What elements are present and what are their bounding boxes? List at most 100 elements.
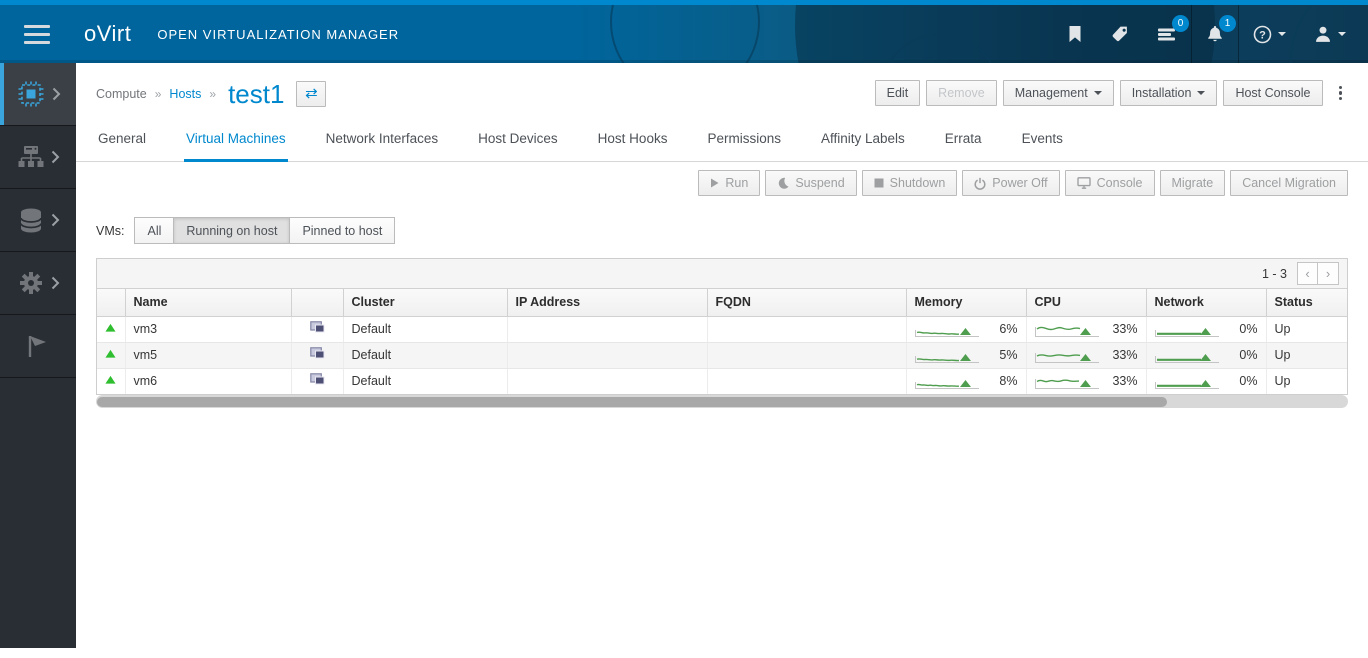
help-menu-button[interactable]: ? [1239, 5, 1300, 63]
menu-toggle-button[interactable] [12, 14, 62, 54]
pagination-next-button[interactable]: › [1318, 262, 1339, 285]
col-memory[interactable]: Memory [906, 289, 1027, 317]
swap-arrows-icon: ⇄ [305, 85, 318, 102]
table-row-vm3[interactable]: vm3 Default [97, 316, 1347, 343]
kebab-menu-button[interactable] [1333, 82, 1349, 105]
filter-pinned-to-host-button[interactable]: Pinned to host [290, 217, 396, 244]
tab-virtual-machines[interactable]: Virtual Machines [184, 131, 288, 162]
vms-grid-panel: 1 - 3 ‹ › Name Cluster IP Address FQDN [96, 258, 1348, 395]
suspend-button[interactable]: Suspend [765, 170, 857, 196]
vm-status: Up [1266, 316, 1347, 343]
vm-up-arrow-icon [105, 376, 116, 384]
chevron-down-icon [1338, 32, 1346, 36]
bookmarks-button[interactable] [1053, 5, 1097, 63]
vm-console-icon[interactable] [309, 347, 325, 360]
col-fqdn[interactable]: FQDN [707, 289, 907, 317]
gear-icon [19, 272, 42, 294]
vm-status: Up [1266, 342, 1347, 369]
vms-filter-group: All Running on host Pinned to host [134, 217, 396, 244]
vm-name[interactable]: vm5 [125, 342, 292, 369]
switch-entity-button[interactable]: ⇄ [296, 81, 327, 107]
power-icon [974, 177, 986, 190]
console-button[interactable]: Console [1064, 170, 1155, 196]
storage-database-icon [19, 208, 42, 232]
col-status-icon [97, 289, 126, 317]
chevron-right-icon [52, 87, 61, 101]
installation-dropdown-button[interactable]: Installation [1119, 80, 1218, 106]
sidebar-item-events[interactable] [0, 315, 76, 378]
scrollbar-thumb[interactable] [97, 396, 1168, 407]
page-header: Compute » Hosts » test1 ⇄ Edit Remove Ma… [76, 63, 1368, 120]
col-network[interactable]: Network [1146, 289, 1267, 317]
breadcrumb-separator: » [209, 87, 217, 101]
management-dropdown-button[interactable]: Management [1002, 80, 1114, 106]
notifications-button[interactable]: 1 [1192, 5, 1238, 63]
vm-name[interactable]: vm3 [125, 316, 292, 343]
pagination-prev-button[interactable]: ‹ [1297, 262, 1318, 285]
filter-all-button[interactable]: All [134, 217, 175, 244]
col-cluster[interactable]: Cluster [343, 289, 508, 317]
tab-host-devices[interactable]: Host Devices [478, 131, 558, 146]
tab-events[interactable]: Events [1021, 131, 1063, 146]
masthead-divider [1191, 5, 1192, 63]
user-menu-button[interactable] [1300, 5, 1368, 63]
cancel-migration-button[interactable]: Cancel Migration [1230, 170, 1348, 196]
memory-percent: 6% [999, 322, 1018, 336]
edit-button[interactable]: Edit [874, 80, 921, 106]
table-row-vm5[interactable]: vm5 Default [97, 342, 1347, 369]
masthead-divider [1238, 5, 1239, 63]
svg-text:?: ? [1259, 29, 1266, 41]
host-console-button[interactable]: Host Console [1223, 80, 1323, 106]
cpu-percent: 33% [1112, 374, 1138, 389]
grid-pagination-toolbar: 1 - 3 ‹ › [97, 259, 1347, 289]
memory-sparkline [914, 380, 979, 390]
chevron-down-icon [1093, 91, 1102, 95]
sidebar-item-administration[interactable] [0, 252, 76, 315]
breadcrumb-compute[interactable]: Compute [96, 87, 147, 101]
vm-console-icon[interactable] [309, 321, 325, 334]
filter-running-on-host-button[interactable]: Running on host [174, 217, 291, 244]
horizontal-scrollbar[interactable] [96, 395, 1348, 408]
tab-host-hooks[interactable]: Host Hooks [597, 131, 668, 146]
breadcrumb-hosts-link[interactable]: Hosts [169, 87, 202, 101]
moon-icon [779, 177, 789, 189]
bookmark-icon [1069, 26, 1081, 42]
play-icon [711, 178, 719, 188]
network-sparkline [1154, 380, 1219, 390]
vm-console-icon[interactable] [309, 373, 325, 386]
memory-sparkline [914, 328, 979, 337]
chevron-right-icon [51, 150, 60, 164]
migrate-button[interactable]: Migrate [1159, 170, 1226, 196]
col-status[interactable]: Status [1266, 289, 1347, 317]
table-row-vm6[interactable]: vm6 Default [97, 368, 1347, 394]
compute-chip-icon [18, 81, 43, 107]
tab-general[interactable]: General [98, 131, 147, 146]
tags-button[interactable] [1097, 5, 1143, 63]
col-cpu[interactable]: CPU [1026, 289, 1147, 317]
tab-errata[interactable]: Errata [944, 131, 982, 146]
tab-network-interfaces[interactable]: Network Interfaces [325, 131, 439, 146]
network-sitemap-icon [18, 146, 43, 167]
vm-up-arrow-icon [105, 349, 116, 358]
run-button[interactable]: Run [698, 170, 761, 196]
power-off-button[interactable]: Power Off [962, 170, 1060, 196]
remove-button[interactable]: Remove [926, 80, 997, 106]
tab-permissions[interactable]: Permissions [707, 131, 781, 146]
sidebar-item-storage[interactable] [0, 189, 76, 252]
tasks-button[interactable]: 0 [1143, 5, 1191, 63]
vm-up-arrow-icon [105, 323, 116, 332]
table-header-row: Name Cluster IP Address FQDN Memory CPU … [97, 289, 1347, 317]
chevron-down-icon [1278, 32, 1286, 36]
vm-fqdn [707, 342, 907, 369]
sidebar-item-compute[interactable] [0, 63, 76, 126]
cpu-percent: 33% [1112, 348, 1138, 362]
shutdown-button[interactable]: Shutdown [861, 170, 958, 196]
col-ip-address[interactable]: IP Address [507, 289, 708, 317]
network-percent: 0% [1239, 374, 1258, 389]
tab-affinity-labels[interactable]: Affinity Labels [820, 131, 905, 146]
chevron-down-icon [1197, 91, 1206, 95]
vm-cluster: Default [343, 368, 508, 394]
vm-name[interactable]: vm6 [125, 368, 292, 394]
sidebar-item-network[interactable] [0, 126, 76, 189]
col-name[interactable]: Name [125, 289, 292, 317]
